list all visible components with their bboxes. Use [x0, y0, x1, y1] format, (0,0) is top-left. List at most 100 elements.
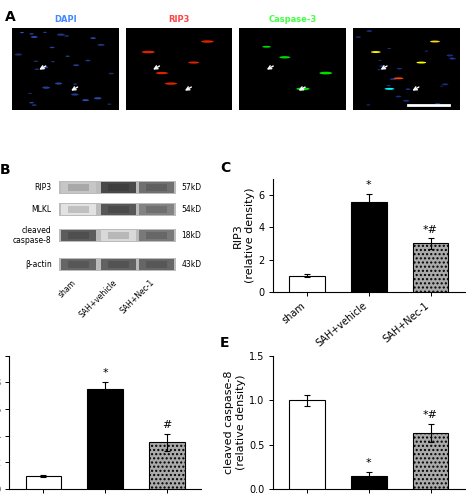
Ellipse shape — [85, 60, 91, 61]
Bar — [139, 230, 174, 241]
Ellipse shape — [108, 104, 111, 105]
Bar — [101, 204, 136, 215]
Text: A: A — [5, 10, 16, 24]
Text: B: B — [0, 163, 10, 177]
Text: *: * — [366, 181, 372, 191]
Ellipse shape — [384, 88, 394, 90]
Text: *: * — [366, 458, 372, 468]
Bar — [289, 275, 325, 291]
Ellipse shape — [91, 37, 96, 39]
Bar — [68, 232, 89, 239]
Bar — [68, 206, 89, 213]
Text: cleaved
caspase-8: cleaved caspase-8 — [13, 226, 52, 245]
Bar — [146, 232, 167, 239]
Bar — [351, 476, 387, 489]
Y-axis label: RIP3
(relative density): RIP3 (relative density) — [233, 188, 255, 283]
Ellipse shape — [64, 35, 69, 37]
Bar — [108, 184, 129, 191]
Bar — [26, 476, 61, 489]
Ellipse shape — [393, 77, 403, 79]
Ellipse shape — [371, 51, 381, 53]
Ellipse shape — [396, 96, 401, 97]
Text: C: C — [220, 161, 230, 175]
Ellipse shape — [142, 51, 155, 53]
Text: Caspase-3: Caspase-3 — [269, 14, 317, 23]
Ellipse shape — [388, 88, 393, 90]
Ellipse shape — [440, 86, 443, 87]
Bar — [101, 259, 136, 270]
Text: #: # — [162, 420, 172, 430]
Text: 57kD: 57kD — [182, 183, 201, 192]
Ellipse shape — [406, 88, 410, 90]
Ellipse shape — [387, 48, 391, 49]
Ellipse shape — [71, 93, 79, 96]
Ellipse shape — [32, 104, 36, 106]
Ellipse shape — [377, 69, 381, 70]
Ellipse shape — [55, 82, 62, 85]
Bar — [108, 206, 129, 213]
Ellipse shape — [379, 65, 385, 67]
Y-axis label: cleaved caspase-8
(relative density): cleaved caspase-8 (relative density) — [224, 371, 246, 474]
Ellipse shape — [397, 68, 402, 69]
Ellipse shape — [34, 60, 38, 62]
Ellipse shape — [447, 54, 453, 56]
Bar — [126, 28, 232, 110]
Ellipse shape — [35, 68, 40, 70]
Ellipse shape — [416, 61, 426, 63]
Ellipse shape — [156, 72, 168, 74]
Bar — [61, 204, 96, 215]
Ellipse shape — [29, 33, 34, 34]
Text: 54kD: 54kD — [182, 205, 201, 214]
Ellipse shape — [356, 36, 361, 38]
Text: RIP3: RIP3 — [35, 183, 52, 192]
Ellipse shape — [450, 58, 454, 59]
Ellipse shape — [94, 97, 101, 99]
Ellipse shape — [442, 83, 448, 85]
Bar — [413, 244, 448, 291]
Ellipse shape — [378, 60, 382, 61]
Ellipse shape — [98, 44, 105, 46]
Ellipse shape — [29, 102, 34, 103]
Bar — [149, 443, 185, 489]
Bar — [146, 261, 167, 268]
Ellipse shape — [82, 99, 89, 101]
Ellipse shape — [390, 78, 396, 80]
Bar — [351, 202, 387, 291]
Ellipse shape — [386, 85, 391, 86]
Ellipse shape — [279, 56, 290, 58]
Text: *#: *# — [423, 410, 438, 420]
Bar — [87, 389, 123, 489]
Ellipse shape — [425, 50, 428, 52]
Ellipse shape — [43, 32, 47, 33]
Text: β-actin: β-actin — [25, 260, 52, 269]
Ellipse shape — [201, 40, 214, 43]
Bar — [59, 181, 176, 194]
Bar — [239, 28, 346, 110]
Ellipse shape — [366, 104, 370, 105]
Ellipse shape — [403, 100, 410, 102]
Ellipse shape — [31, 36, 38, 38]
Text: *: * — [102, 368, 108, 378]
Ellipse shape — [165, 82, 177, 85]
Text: SAH+Nec-1: SAH+Nec-1 — [119, 278, 157, 316]
Ellipse shape — [366, 30, 372, 32]
Bar — [61, 182, 96, 193]
Bar — [101, 230, 136, 241]
Ellipse shape — [15, 53, 22, 55]
Bar — [289, 400, 325, 489]
Text: E: E — [220, 336, 229, 350]
Ellipse shape — [406, 89, 410, 90]
Text: RIP3: RIP3 — [168, 14, 190, 23]
Ellipse shape — [65, 55, 70, 57]
Ellipse shape — [51, 61, 55, 62]
Ellipse shape — [28, 93, 32, 94]
Bar — [61, 230, 96, 241]
Bar — [139, 204, 174, 215]
Text: 18kD: 18kD — [182, 231, 201, 240]
Ellipse shape — [262, 46, 271, 48]
Bar — [139, 259, 174, 270]
Ellipse shape — [73, 83, 77, 85]
Bar — [108, 232, 129, 239]
Ellipse shape — [188, 61, 199, 63]
Ellipse shape — [296, 87, 310, 90]
